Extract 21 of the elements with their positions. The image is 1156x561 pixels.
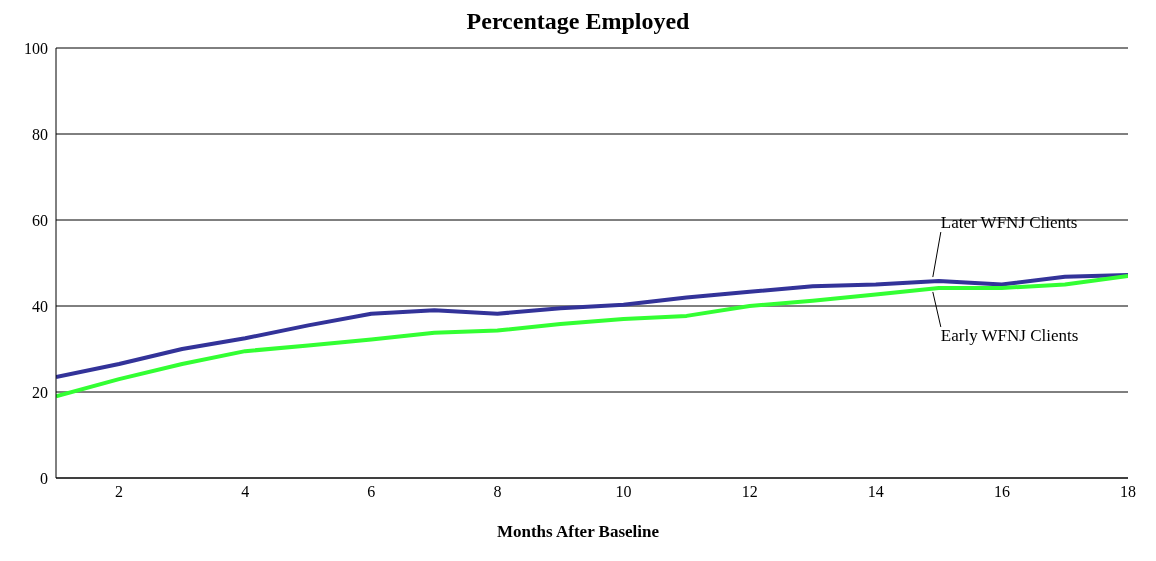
x-tick-label: 10 — [615, 483, 632, 501]
text: Later WFNJ Clients — [940, 213, 1078, 233]
y-tick-label: 20 — [32, 383, 48, 401]
y-tick-label: 80 — [32, 125, 48, 143]
x-tick-label: 4 — [241, 483, 250, 501]
x-tick-label: 2 — [115, 483, 124, 501]
y-tick-label: 40 — [32, 297, 48, 315]
x-axis-title: Months After Baseline — [495, 522, 661, 542]
x-tick-label: 8 — [493, 483, 502, 501]
y-tick-label: 100 — [24, 39, 48, 57]
chart-title: Percentage Employed — [465, 8, 691, 36]
x-tick-label: 18 — [1120, 483, 1136, 501]
text: Early WFNJ Clients — [940, 325, 1079, 345]
y-tick-label: 0 — [40, 469, 48, 487]
x-tick-label: 6 — [367, 483, 376, 501]
y-tick-label: 60 — [32, 211, 48, 229]
line-series — [56, 273, 1128, 399]
x-tick-label: 14 — [867, 483, 884, 501]
line-series — [56, 273, 1128, 379]
x-tick-label: 12 — [741, 483, 758, 501]
x-tick-label: 16 — [993, 483, 1010, 501]
